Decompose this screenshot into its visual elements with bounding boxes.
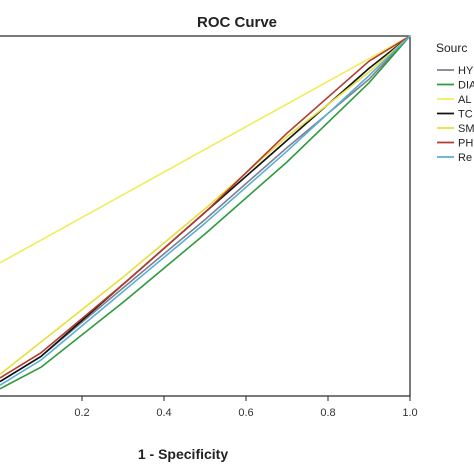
series-line-ph bbox=[0, 35, 411, 379]
x-tick-label: 0.2 bbox=[74, 407, 89, 419]
legend: Sourc HY DIA AL TC SM PH Re bbox=[436, 41, 474, 164]
legend-label: DIA bbox=[458, 80, 474, 92]
x-tick-label: 0.6 bbox=[238, 407, 253, 419]
legend-label: HY bbox=[458, 65, 474, 77]
legend-label: SM bbox=[458, 123, 474, 135]
series-line-al bbox=[0, 35, 411, 264]
legend-title: Sourc bbox=[436, 41, 467, 55]
series-line-sm bbox=[0, 35, 411, 376]
x-axis-label: 1 - Specificity bbox=[138, 446, 228, 462]
legend-label: TC bbox=[458, 109, 473, 121]
plot-frame bbox=[0, 35, 411, 397]
legend-label: PH bbox=[458, 138, 473, 150]
x-tick-label: 0.8 bbox=[320, 407, 335, 419]
series-lines bbox=[0, 35, 411, 390]
chart-title: ROC Curve bbox=[197, 14, 277, 31]
legend-label: Re bbox=[458, 152, 472, 164]
series-line-dia bbox=[0, 35, 411, 390]
x-tick-label: 1.0 bbox=[402, 407, 417, 419]
series-line-re bbox=[0, 35, 411, 386]
legend-label: AL bbox=[458, 94, 471, 106]
x-axis-ticks: 0.2 0.4 0.6 0.8 1.0 bbox=[74, 396, 418, 419]
x-tick-label: 0.4 bbox=[156, 407, 171, 419]
